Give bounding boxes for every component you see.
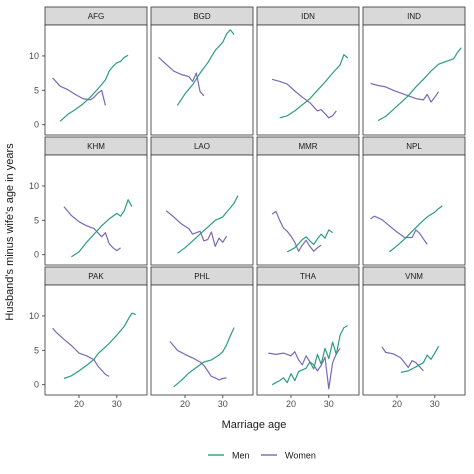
y-tick-label: 0 — [34, 250, 39, 260]
strip-label-ind: IND — [407, 12, 421, 21]
x-tick-label: 20 — [286, 399, 296, 409]
plot-area-npl — [362, 154, 466, 266]
y-tick-label: 5 — [34, 215, 39, 225]
x-tick-label: 20 — [74, 399, 84, 409]
strip-label-tha: THA — [300, 272, 317, 281]
x-tick-label: 20 — [392, 399, 402, 409]
series-men-tha — [271, 325, 348, 386]
series-men-pak — [63, 312, 136, 380]
plot-area-vnm — [362, 284, 466, 396]
plot-area-idn — [256, 24, 360, 136]
x-tick-label: 30 — [112, 399, 122, 409]
series-women-khm — [63, 206, 121, 252]
series-women-ind — [370, 82, 440, 103]
series-women-idn — [271, 78, 337, 119]
series-women-phl — [169, 341, 227, 381]
panel-lao: LAO — [150, 136, 254, 266]
panel-bgd: BGD — [150, 6, 254, 136]
series-women-bgd — [158, 56, 205, 97]
series-men-afg — [59, 54, 129, 122]
x-axis-title: Marriage age — [222, 419, 287, 431]
panel-ind: IND — [362, 6, 466, 136]
legend-men-label: Men — [232, 451, 250, 461]
plot-area-phl — [150, 284, 254, 396]
y-tick-label: 10 — [29, 311, 39, 321]
plot-area-afg — [44, 24, 148, 136]
strip-label-phl: PHL — [194, 272, 210, 281]
y-tick-label: 5 — [34, 345, 39, 355]
panel-mmr: MMR — [256, 136, 360, 266]
plot-area-bgd — [150, 24, 254, 136]
strip-label-bgd: BGD — [193, 12, 211, 21]
panel-npl: NPL — [362, 136, 466, 266]
series-men-phl — [173, 327, 235, 388]
series-men-vnm — [400, 345, 440, 373]
strip-label-mmr: MMR — [298, 142, 317, 151]
series-women-vnm — [381, 346, 424, 372]
series-women-afg — [52, 77, 106, 106]
panel-phl: PHL 20 30 — [150, 266, 254, 409]
y-tick-label: 5 — [34, 85, 39, 95]
series-men-lao — [177, 195, 239, 254]
y-tick-label: 10 — [29, 181, 39, 191]
panel-grid: AFG 0 5 10 BGD IDN IND KHM 0 5 10 LAO MMR NPL PAK 0 5 10 2… — [29, 6, 466, 409]
series-men-khm — [71, 199, 133, 258]
x-tick-label: 30 — [218, 399, 228, 409]
plot-area-ind — [362, 24, 466, 136]
panel-vnm: VNM 20 30 — [362, 266, 466, 409]
series-women-npl — [370, 215, 428, 245]
y-tick-label: 10 — [29, 51, 39, 61]
panel-pak: PAK 0 5 10 20 30 — [29, 266, 148, 409]
series-men-mmr — [286, 229, 333, 253]
series-men-idn — [279, 53, 349, 119]
plot-area-pak — [44, 284, 148, 396]
y-tick-label: 0 — [34, 120, 39, 130]
series-men-ind — [377, 47, 462, 122]
strip-label-npl: NPL — [406, 142, 422, 151]
series-women-mmr — [271, 210, 322, 252]
legend: Men Women — [208, 451, 316, 461]
panel-afg: AFG 0 5 10 — [29, 6, 148, 136]
strip-label-lao: LAO — [194, 142, 210, 151]
series-women-lao — [165, 210, 228, 247]
plot-area-mmr — [256, 154, 360, 266]
x-tick-label: 20 — [180, 399, 190, 409]
panel-tha: THA 20 30 — [256, 266, 360, 409]
y-tick-label: 0 — [34, 380, 39, 390]
plot-area-tha — [256, 284, 360, 396]
panel-idn: IDN — [256, 6, 360, 136]
strip-label-afg: AFG — [88, 12, 104, 21]
panel-khm: KHM 0 5 10 — [29, 136, 148, 266]
series-men-npl — [389, 205, 443, 253]
legend-women-label: Women — [285, 451, 316, 461]
strip-label-idn: IDN — [301, 12, 315, 21]
y-axis-title: Husband's minus wife's age in years — [4, 143, 16, 321]
x-tick-label: 30 — [324, 399, 334, 409]
series-men-bgd — [176, 29, 235, 106]
strip-label-vnm: VNM — [405, 272, 423, 281]
strip-label-khm: KHM — [87, 142, 105, 151]
x-tick-label: 30 — [430, 399, 440, 409]
plot-area-lao — [150, 154, 254, 266]
plot-area-khm — [44, 154, 148, 266]
strip-label-pak: PAK — [88, 272, 104, 281]
series-women-pak — [52, 327, 110, 377]
